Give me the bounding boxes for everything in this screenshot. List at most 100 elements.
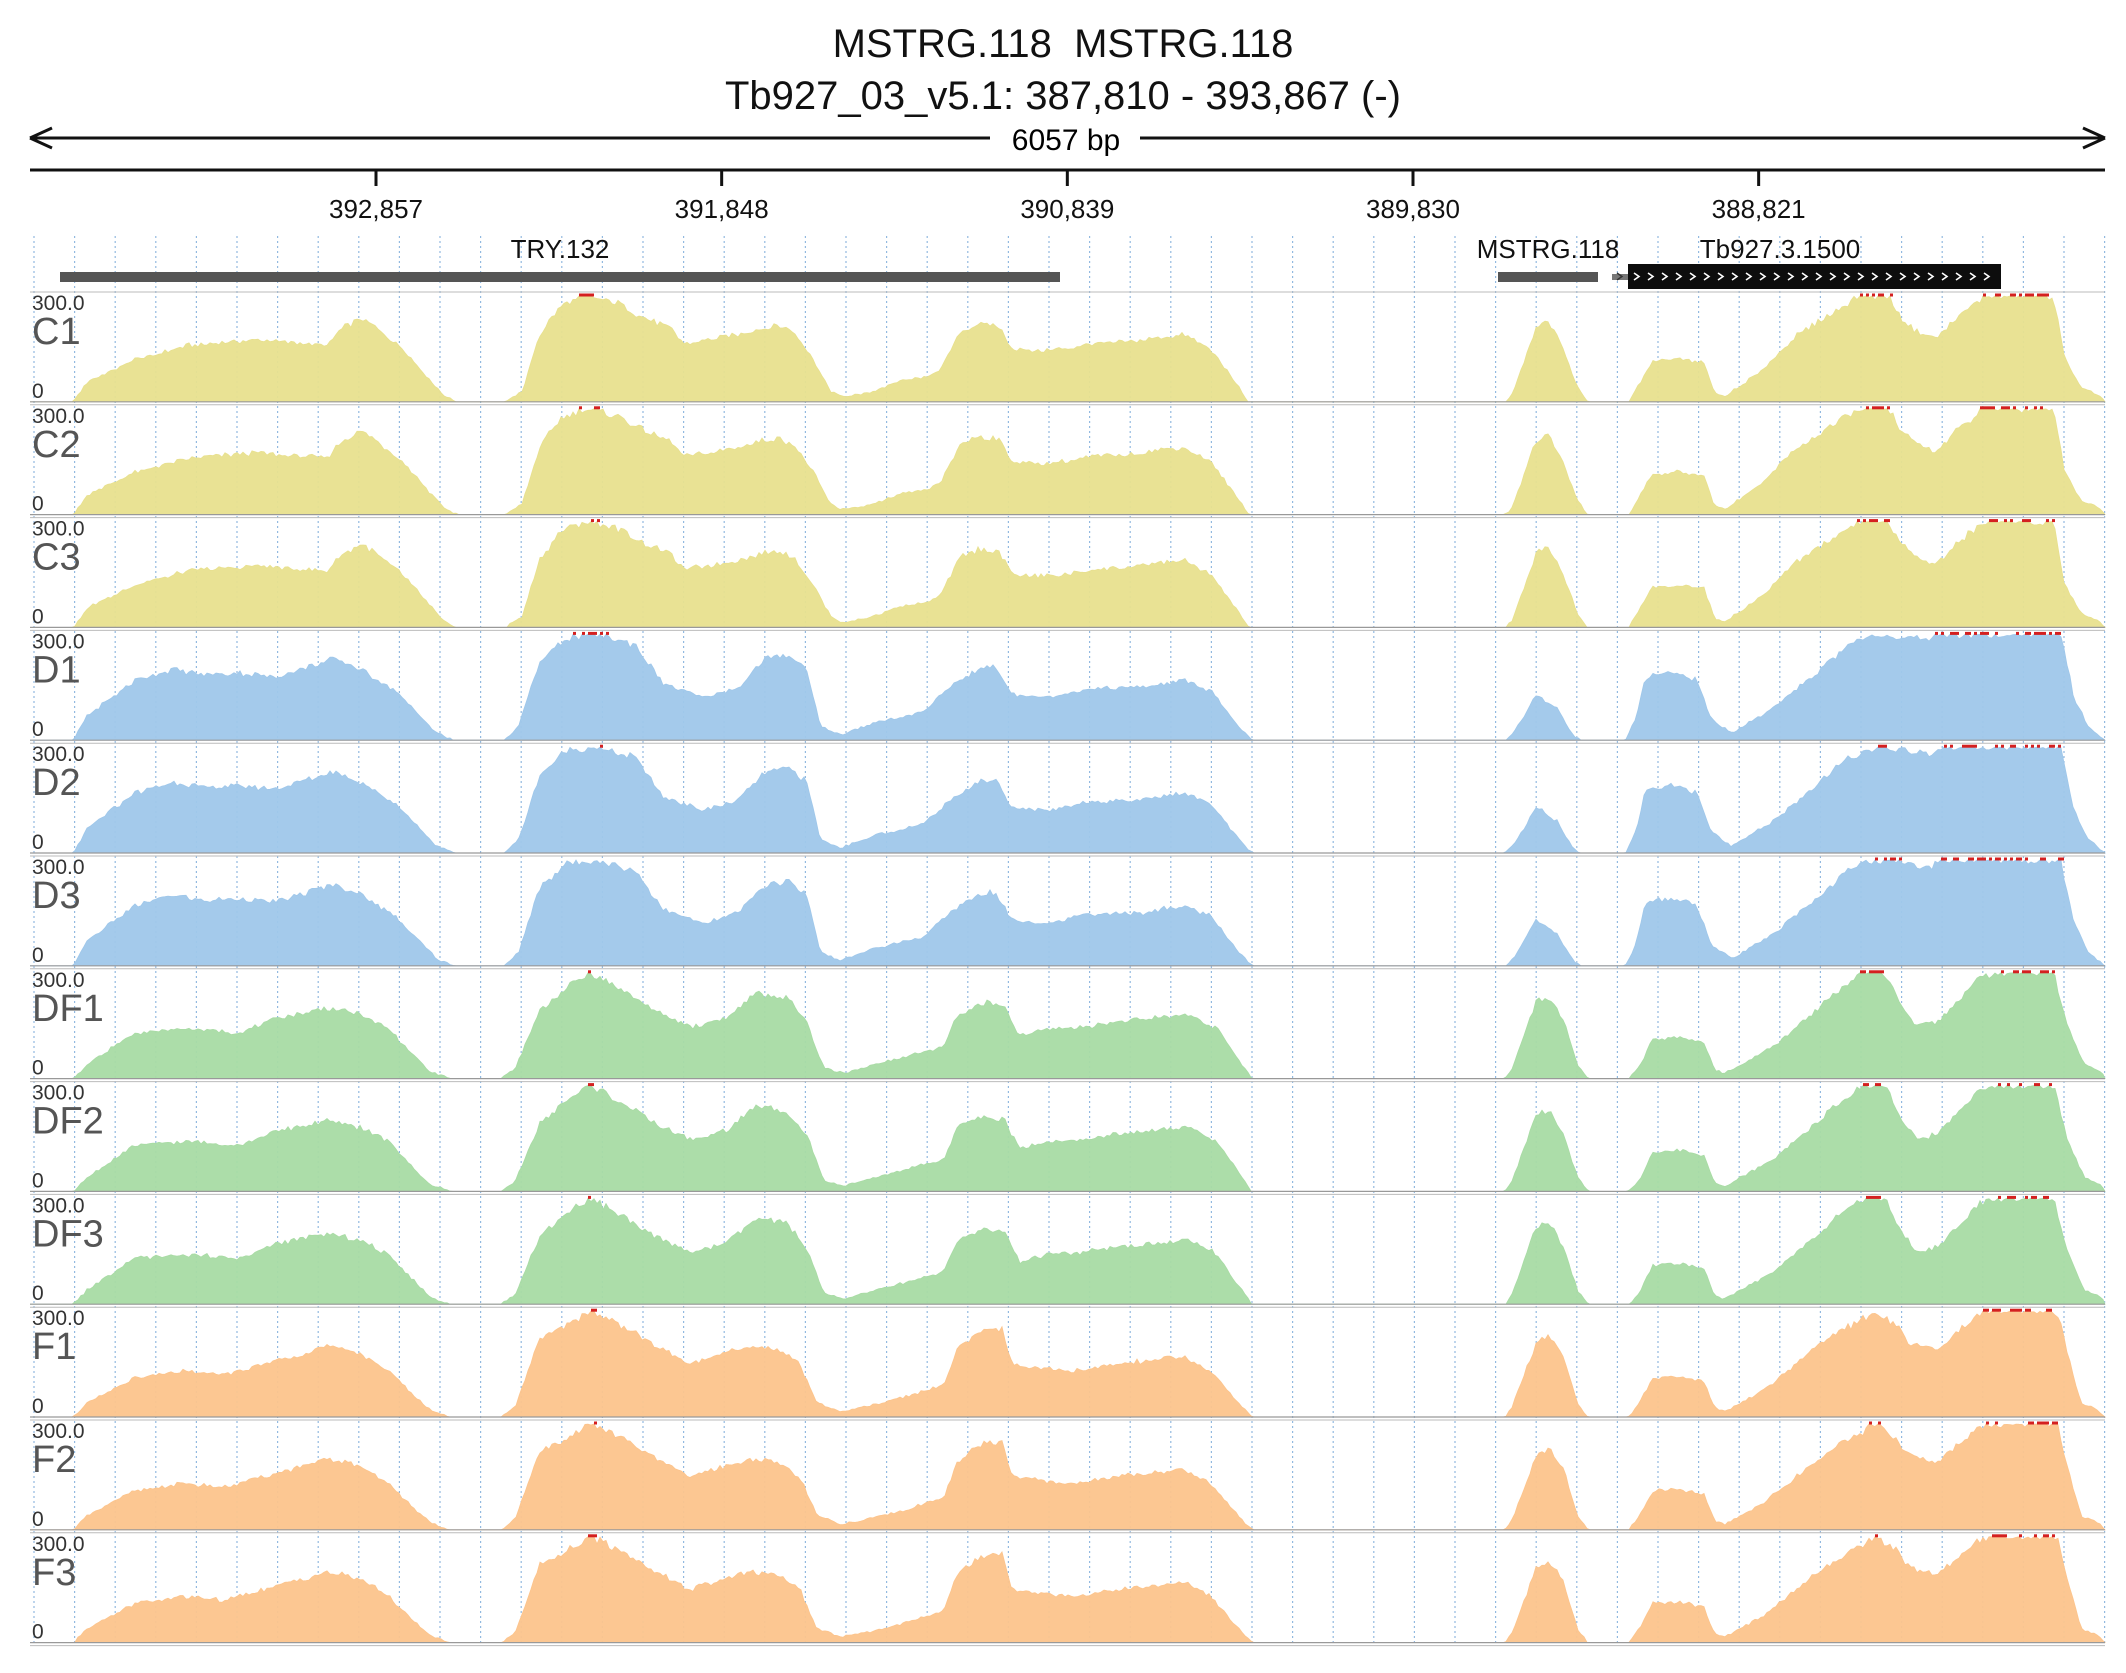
track-name-label: DF1 — [32, 988, 104, 1030]
track-name-label: C2 — [32, 424, 81, 466]
y-max-label: 300.0 — [32, 1420, 85, 1443]
y-max-label: 300.0 — [32, 856, 85, 879]
y-min-label: 0 — [32, 380, 44, 403]
ruler-ticks: 392,857 391,848 390,839 389,830 388,821 — [329, 170, 1806, 224]
gene-bar-try132 — [60, 272, 1060, 282]
track-name-label: DF2 — [32, 1101, 104, 1143]
ruler: 6057 bp — [29, 122, 2106, 172]
strand-arrow-icon — [1717, 272, 1725, 281]
track-name-label: F1 — [32, 1326, 76, 1368]
coverage-area — [30, 1536, 2107, 1643]
gene-bar-tb927 — [1628, 264, 2001, 289]
strand-arrow-icon — [1913, 272, 1921, 281]
y-max-label: 300.0 — [32, 1307, 85, 1330]
strand-arrow-icon — [1857, 272, 1865, 281]
strand-arrow-icon — [1941, 272, 1949, 281]
gene-track: TRY.132 MSTRG.118 Tb927.3.1500 — [60, 234, 2001, 289]
strand-arrow-icon — [1661, 272, 1669, 281]
track-DF1: 300.0 0 DF1 — [30, 968, 2106, 1080]
track-F2: 300.0 0 F2 — [30, 1419, 2106, 1531]
coverage-area — [30, 972, 2106, 1079]
coverage-area — [30, 633, 2107, 741]
y-min-label: 0 — [32, 831, 44, 854]
coverage-area — [30, 407, 2106, 515]
coverage-area — [30, 1310, 2107, 1418]
strand-arrow-icon — [1801, 272, 1809, 281]
strand-arrow-icon — [1689, 272, 1697, 281]
track-DF3: 300.0 0 DF3 — [30, 1193, 2106, 1305]
track-name-label: D1 — [32, 649, 81, 691]
coverage-tracks: 300.00C1300.00C2300.00C3300.00D1300.00D2… — [30, 291, 2107, 1647]
coverage-area — [30, 1085, 2106, 1192]
coverage-area — [30, 1423, 2106, 1531]
figure-title: MSTRG.118 MSTRG.118 — [832, 22, 1294, 66]
strand-arrow-icon — [1745, 272, 1753, 281]
strand-arrow-icon — [1843, 272, 1851, 281]
strand-arrow-icon — [1703, 272, 1711, 281]
track-F3: 300.0 0 F3 — [30, 1532, 2107, 1644]
span-arrow-right-icon — [2082, 126, 2106, 150]
y-min-label: 0 — [32, 1169, 44, 1192]
track-name-label: F2 — [32, 1439, 76, 1481]
coverage-area — [30, 1197, 2106, 1305]
strand-arrow-icon — [1633, 272, 1641, 281]
strand-arrow-icon — [1773, 272, 1781, 281]
y-min-label: 0 — [32, 1621, 44, 1644]
track-name-label: DF3 — [32, 1213, 104, 1255]
track-D1: 300.0 0 D1 — [30, 629, 2107, 741]
track-F1: 300.0 0 F1 — [30, 1306, 2107, 1418]
gene-label-mstrg118: MSTRG.118 — [1477, 234, 1620, 264]
ruler-tick-label: 389,830 — [1366, 194, 1460, 224]
track-D2: 300.0 0 D2 — [30, 742, 2107, 854]
track-C2: 300.0 0 C2 — [30, 404, 2106, 516]
y-max-label: 300.0 — [32, 630, 85, 653]
strand-arrow-icon — [1815, 272, 1823, 281]
ruler-tick-label: 391,848 — [675, 194, 769, 224]
y-max-label: 300.0 — [32, 743, 85, 766]
locus-coordinates: Tb927_03_v5.1: 387,810 - 393,867 (-) — [724, 74, 1402, 118]
track-C3: 300.0 0 C3 — [30, 517, 2107, 628]
strand-arrow-icon — [1647, 272, 1655, 281]
track-name-label: D2 — [32, 762, 81, 804]
span-arrow-left-icon — [29, 126, 53, 150]
span-label: 6057 bp — [1012, 124, 1120, 157]
coverage-area — [30, 859, 2107, 967]
strand-arrow-icon — [1787, 272, 1795, 281]
y-min-label: 0 — [32, 1057, 44, 1080]
y-min-label: 0 — [32, 944, 44, 967]
ruler-tick-label: 390,839 — [1020, 194, 1114, 224]
y-min-label: 0 — [32, 718, 44, 741]
strand-arrow-icon — [1731, 272, 1739, 281]
strand-arrow-icon — [1885, 272, 1893, 281]
y-min-label: 0 — [32, 1508, 44, 1531]
track-name-label: D3 — [32, 875, 81, 917]
gene-bar-mstrg118 — [1498, 272, 1598, 282]
strand-arrow-icon — [1759, 272, 1767, 281]
strand-arrow-icon — [1616, 272, 1624, 281]
track-name-label: F3 — [32, 1552, 76, 1594]
gene-label-tb927: Tb927.3.1500 — [1700, 234, 1860, 264]
track-D3: 300.0 0 D3 — [30, 855, 2107, 967]
y-max-label: 300.0 — [32, 969, 85, 992]
y-max-label: 300.0 — [32, 1194, 85, 1217]
strand-arrow-icon — [1675, 272, 1683, 281]
y-max-label: 300.0 — [32, 292, 85, 315]
ruler-tick-label: 388,821 — [1712, 194, 1806, 224]
y-min-label: 0 — [32, 1282, 44, 1305]
strand-arrow-icon — [1871, 272, 1879, 281]
coverage-area — [30, 746, 2107, 854]
strand-arrow-icon — [1969, 272, 1977, 281]
strand-arrow-icon — [1927, 272, 1935, 281]
y-min-label: 0 — [32, 605, 44, 628]
coverage-area — [30, 520, 2107, 628]
track-name-label: C1 — [32, 311, 81, 353]
strand-arrow-icon — [1955, 272, 1963, 281]
strand-arrow-icon — [1983, 272, 1991, 281]
y-max-label: 300.0 — [32, 1533, 85, 1556]
coverage-area — [30, 295, 2106, 403]
ruler-tick-label: 392,857 — [329, 194, 423, 224]
y-min-label: 0 — [32, 1395, 44, 1418]
track-DF2: 300.0 0 DF2 — [30, 1081, 2106, 1192]
